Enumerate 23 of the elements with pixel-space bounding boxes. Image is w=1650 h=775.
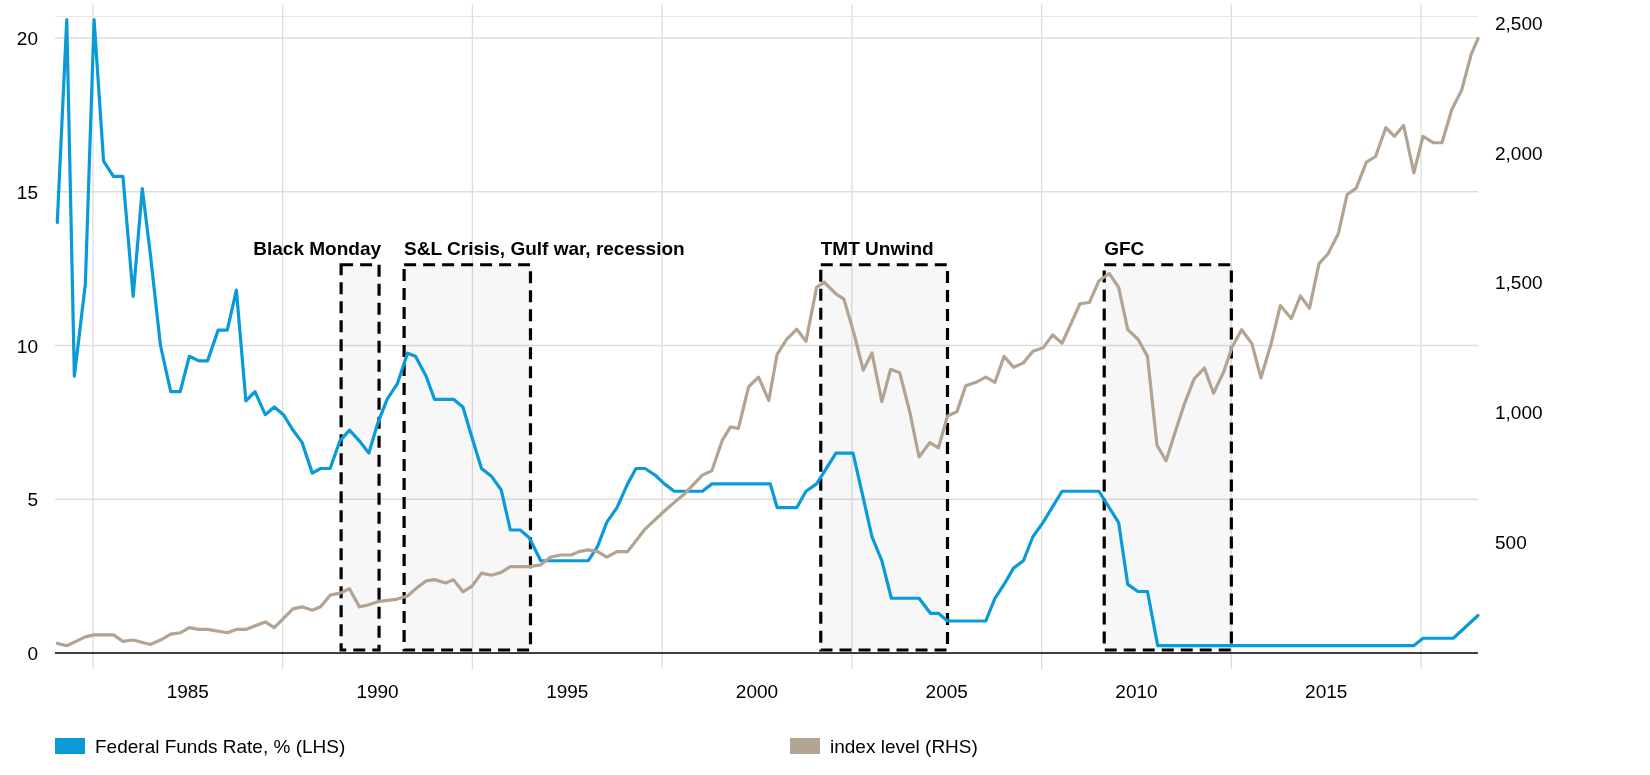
y2-tick-label: 1,000: [1495, 401, 1543, 423]
x-tick-label: 2015: [1305, 681, 1348, 702]
x-tick-label: 1990: [356, 681, 399, 702]
legend-label: index level (RHS): [830, 736, 978, 757]
band-label: Black Monday: [253, 237, 382, 259]
x-tick-label: 2005: [925, 681, 968, 702]
y2-tick-label: 500: [1495, 531, 1527, 553]
x-tick-label: 1985: [166, 681, 209, 702]
band-label: S&L Crisis, Gulf war, recession: [404, 237, 685, 259]
band-label: GFC: [1104, 237, 1145, 259]
band-label: TMT Unwind: [820, 237, 934, 259]
y-tick-label: 5: [27, 489, 38, 511]
y2-tick-label: 2,000: [1495, 142, 1543, 164]
legend-label: Federal Funds Rate, % (LHS): [95, 736, 346, 757]
y-tick-label: 15: [16, 181, 38, 203]
x-tick-label: 2000: [735, 681, 779, 702]
x-tick-label: 1995: [546, 681, 589, 702]
y-tick-label: 10: [16, 335, 38, 357]
y-tick-label: 0: [27, 643, 38, 664]
y-tick-label: 20: [16, 28, 38, 50]
y2-tick-label: 2,500: [1495, 12, 1543, 34]
x-tick-label: 2010: [1115, 681, 1158, 702]
y2-tick-label: 1,500: [1495, 272, 1543, 294]
